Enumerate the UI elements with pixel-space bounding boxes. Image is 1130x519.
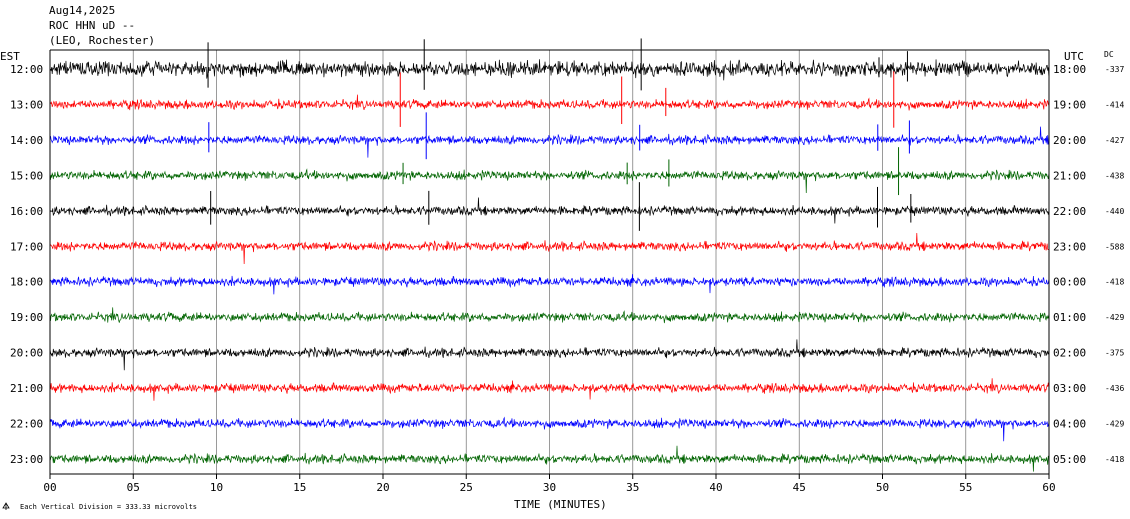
x-tick-label: 10 — [210, 481, 223, 494]
trace-line — [49, 307, 1050, 324]
est-hour-label: 23:00 — [10, 453, 43, 466]
dc-offset-label: -418 — [1105, 278, 1124, 287]
utc-hour-label: 01:00 — [1053, 311, 1086, 324]
dc-offset-labels: -337 -414 -427 -438 -440 -588 -418 -429 -375 -436… — [1105, 65, 1124, 464]
x-tick-label: 05 — [127, 481, 140, 494]
utc-hour-label: 23:00 — [1053, 240, 1086, 253]
utc-hour-label: 21:00 — [1053, 169, 1086, 182]
x-tick-label: 50 — [876, 481, 889, 494]
station-date: Aug14,2025 — [49, 4, 116, 17]
dc-offset-label: -436 — [1105, 384, 1124, 393]
utc-hour-label: 22:00 — [1053, 205, 1086, 218]
est-hour-label: 19:00 — [10, 311, 43, 324]
trace-line — [49, 274, 1050, 295]
trace-line — [49, 232, 1050, 264]
x-tick-label: 40 — [709, 481, 722, 494]
station-channel: ROC HHN uD -- — [49, 19, 136, 32]
utc-hour-label: 04:00 — [1053, 418, 1086, 431]
time-grid — [132, 50, 967, 474]
utc-hour-label: 00:00 — [1053, 276, 1086, 289]
utc-hour-label: 18:00 — [1053, 63, 1086, 76]
utc-hour-label: 20:00 — [1053, 134, 1086, 147]
x-tick-label: 30 — [543, 481, 556, 494]
trace-line — [49, 168, 1050, 194]
trace-line — [49, 94, 1050, 111]
small-logo-icon — [2, 502, 10, 510]
x-axis-title: TIME (MINUTES) — [514, 498, 607, 511]
trace-line — [49, 59, 1050, 81]
x-tick-label: 35 — [626, 481, 639, 494]
x-tick-label: 45 — [793, 481, 806, 494]
est-hour-label: 13:00 — [10, 98, 43, 111]
station-location: (LEO, Rochester) — [49, 34, 155, 47]
dc-column-header: DC — [1104, 50, 1114, 59]
utc-hour-label: 05:00 — [1053, 453, 1086, 466]
est-hour-label: 21:00 — [10, 382, 43, 395]
est-hour-label: 16:00 — [10, 205, 43, 218]
dc-offset-label: -438 — [1105, 171, 1124, 180]
x-tick-label: 00 — [43, 481, 56, 494]
x-tick-label: 25 — [460, 481, 473, 494]
est-hour-label: 14:00 — [10, 134, 43, 147]
utc-hour-label: 03:00 — [1053, 382, 1086, 395]
x-tick-label: 15 — [293, 481, 306, 494]
dc-offset-label: -418 — [1105, 455, 1124, 464]
dc-offset-label: -429 — [1105, 313, 1124, 322]
trace-line — [49, 445, 1049, 472]
utc-hour-label: 19:00 — [1053, 98, 1086, 111]
utc-hour-label: 02:00 — [1053, 347, 1086, 360]
dc-offset-label: -588 — [1105, 242, 1124, 251]
x-tick-label: 20 — [376, 481, 389, 494]
utc-zone-label: UTC — [1064, 50, 1084, 63]
dc-offset-label: -427 — [1105, 136, 1124, 145]
trace-line — [49, 378, 1050, 401]
est-hour-label: 15:00 — [10, 169, 43, 182]
dc-offset-label: -429 — [1105, 420, 1124, 429]
trace-line — [49, 416, 1050, 442]
est-hour-label: 18:00 — [10, 276, 43, 289]
dc-offset-label: -337 — [1105, 65, 1124, 74]
est-hour-label: 22:00 — [10, 418, 43, 431]
x-axis-ticks: 00 05 10 15 20 25 30 35 40 45 50 55 60 — [43, 474, 1056, 494]
x-tick-label: 60 — [1042, 481, 1055, 494]
vertical-division-note: Each Vertical Division = 333.33 microvol… — [20, 503, 197, 511]
est-hour-label: 12:00 — [10, 63, 43, 76]
trace-line — [49, 339, 1050, 371]
dc-offset-label: -375 — [1105, 349, 1124, 358]
est-hour-label: 20:00 — [10, 347, 43, 360]
dc-offset-label: -414 — [1105, 100, 1124, 109]
x-tick-label: 55 — [959, 481, 972, 494]
est-hour-labels: 12:00 13:00 14:00 15:00 16:00 17:00 18:00 19:00… — [10, 63, 43, 466]
est-hour-label: 17:00 — [10, 240, 43, 253]
trace-line — [49, 197, 1050, 224]
est-zone-label: EST — [0, 50, 20, 63]
dc-offset-label: -440 — [1105, 207, 1124, 216]
trace-line — [49, 126, 1050, 158]
utc-hour-labels: 18:00 19:00 20:00 21:00 22:00 23:00 00:00 01:00… — [1053, 63, 1086, 466]
seismic-traces — [49, 38, 1050, 472]
